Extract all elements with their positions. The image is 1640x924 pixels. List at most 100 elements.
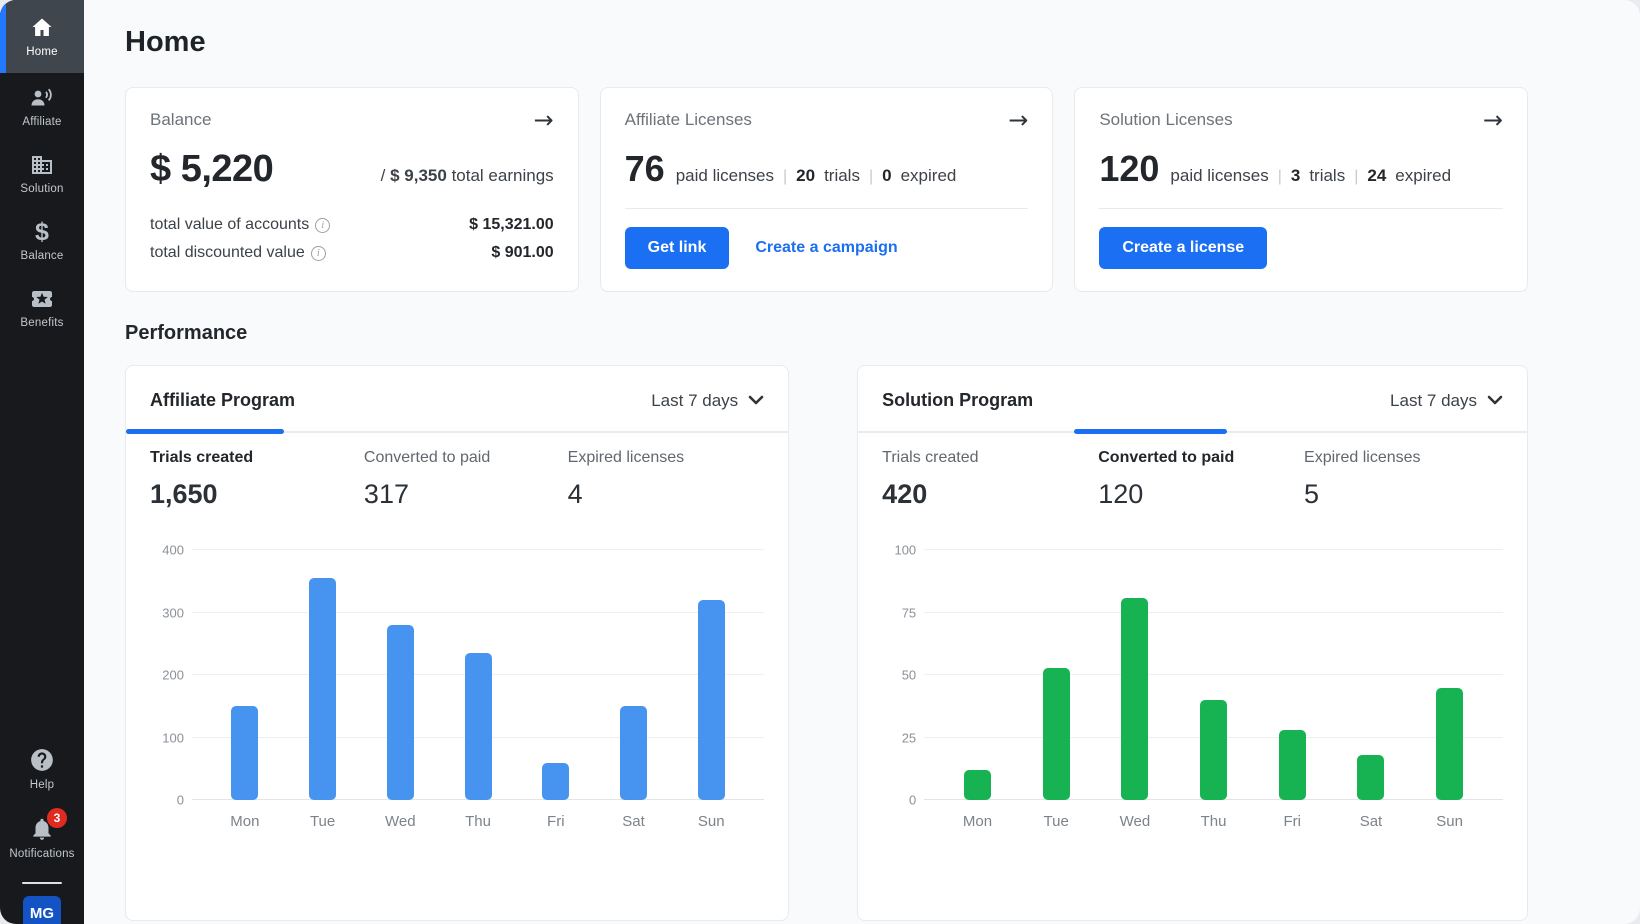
x-axis-label: Mon (962, 813, 993, 830)
solution-licenses-title: Solution Licenses (1099, 110, 1233, 129)
sidebar-item-home[interactable]: Home (0, 0, 84, 73)
arrow-right-icon[interactable]: → (533, 106, 554, 134)
bar-sat[interactable] (620, 706, 648, 800)
avatar[interactable]: MG (23, 896, 61, 924)
paid-licenses-count: 120 (1099, 148, 1160, 189)
dollar-icon: $ (35, 218, 49, 246)
sidebar-item-label: Notifications (9, 848, 75, 860)
paid-licenses-count: 76 (624, 148, 665, 189)
x-axis-label: Sun (1436, 813, 1463, 830)
sidebar-bottom-group: Help 3 Notifications MG (0, 734, 84, 924)
tab-expired-licenses[interactable]: Expired licenses 4 (567, 449, 685, 509)
balance-detail-row: total discounted value i $ 901.00 (150, 239, 554, 267)
sidebar-item-label: Affiliate (22, 116, 62, 128)
home-icon (29, 16, 55, 40)
y-axis-tick-label: 0 (908, 792, 917, 808)
bar-sun[interactable] (697, 600, 725, 800)
x-axis-label: Fri (1283, 813, 1302, 830)
arrow-right-icon[interactable]: → (1482, 106, 1503, 134)
trials-count: 3 (1290, 166, 1301, 185)
tab-converted-to-paid[interactable]: Converted to paid 317 (363, 449, 491, 509)
tab-trials-created[interactable]: Trials created 1,650 (126, 429, 340, 510)
bar-mon[interactable] (964, 770, 992, 800)
affiliate-license-stats: 76 paid licenses | 20 trials | 0 expired (624, 148, 957, 189)
gridline (192, 549, 765, 550)
bar-mon[interactable] (231, 706, 259, 800)
affiliate-licenses-title: Affiliate Licenses (624, 110, 752, 129)
expired-count: 0 (882, 166, 892, 185)
sidebar-item-label: Benefits (20, 317, 64, 329)
summary-cards-row: Balance → $ 5,220 / $ 9,350 total earnin… (125, 87, 1528, 292)
create-license-button[interactable]: Create a license (1099, 227, 1268, 269)
bar-tue[interactable] (309, 578, 337, 800)
sidebar-item-benefits[interactable]: Benefits (0, 274, 84, 341)
bar-wed[interactable] (386, 625, 414, 800)
gridline (924, 549, 1503, 550)
info-icon[interactable]: i (310, 246, 326, 261)
sidebar-item-solution[interactable]: Solution (0, 140, 84, 207)
detail-label: total discounted value i (150, 244, 326, 262)
main-content: Home Balance → $ 5,220 / $ 9,350 total e… (84, 0, 1640, 924)
performance-section-title: Performance (125, 322, 248, 344)
tab-expired-licenses[interactable]: Expired licenses 5 (1304, 449, 1421, 509)
bar-sun[interactable] (1436, 687, 1464, 800)
x-axis-label: Mon (230, 813, 260, 830)
tab-converted-to-paid[interactable]: Converted to paid 120 (1074, 429, 1280, 510)
bar-wed[interactable] (1121, 597, 1149, 800)
affiliate-program-card: Affiliate Program Last 7 days Trials cre… (125, 365, 790, 921)
sidebar-item-label: Help (29, 779, 55, 791)
balance-card: Balance → $ 5,220 / $ 9,350 total earnin… (125, 87, 579, 292)
y-axis-tick-label: 400 (162, 542, 184, 558)
date-range-dropdown[interactable]: Last 7 days (651, 391, 764, 411)
chevron-down-icon (748, 392, 764, 410)
sidebar-item-help[interactable]: Help (0, 734, 84, 803)
y-axis-tick-label: 200 (162, 667, 184, 683)
bar-thu[interactable] (1200, 700, 1228, 800)
x-axis-label: Tue (1043, 813, 1069, 830)
gridline (192, 611, 765, 613)
gridline (924, 611, 1503, 613)
date-range-dropdown[interactable]: Last 7 days (1390, 391, 1503, 411)
info-icon[interactable]: i (315, 218, 331, 233)
bell-icon: 3 (29, 808, 67, 842)
x-axis-label: Tue (309, 813, 336, 830)
solution-program-title: Solution Program (882, 390, 1034, 410)
x-axis-label: Wed (1119, 813, 1151, 830)
sidebar-top-group: Home Affiliate Solution $ Balance (0, 0, 84, 341)
sidebar-divider (22, 882, 62, 884)
y-axis-tick-label: 75 (901, 605, 917, 620)
x-axis-label: Sun (697, 813, 725, 830)
performance-charts-row: Affiliate Program Last 7 days Trials cre… (125, 365, 1528, 921)
sidebar-item-balance[interactable]: $ Balance (0, 207, 84, 274)
bar-tue[interactable] (1042, 667, 1070, 800)
sidebar-item-affiliate[interactable]: Affiliate (0, 73, 84, 140)
sidebar-item-notifications[interactable]: 3 Notifications (0, 803, 84, 872)
x-axis-label: Thu (1200, 813, 1227, 830)
sidebar-item-label: Balance (20, 250, 64, 262)
get-link-button[interactable]: Get link (624, 227, 730, 269)
y-axis-tick-label: 0 (176, 792, 184, 808)
solution-licenses-card: Solution Licenses → 120 paid licenses | … (1074, 87, 1528, 292)
bar-fri[interactable] (542, 762, 570, 800)
arrow-right-icon[interactable]: → (1008, 106, 1029, 134)
page-title: Home (125, 26, 206, 58)
notifications-badge: 3 (47, 808, 67, 828)
detail-value: $ 901.00 (491, 244, 554, 261)
bar-sat[interactable] (1357, 755, 1385, 800)
bar-fri[interactable] (1278, 730, 1306, 800)
sidebar-item-label: Solution (20, 183, 64, 195)
y-axis-tick-label: 300 (162, 605, 184, 620)
sidebar: Home Affiliate Solution $ Balance (0, 0, 84, 924)
solution-license-stats: 120 paid licenses | 3 trials | 24 expire… (1099, 148, 1452, 189)
solution-program-tabs: Trials created 420 Converted to paid 120… (858, 429, 1527, 510)
bar-thu[interactable] (464, 653, 492, 800)
tab-trials-created[interactable]: Trials created 420 (882, 449, 979, 509)
balance-card-title: Balance (150, 110, 212, 129)
y-axis-tick-label: 50 (901, 667, 917, 683)
detail-label: total value of accounts i (150, 216, 331, 234)
y-axis-tick-label: 100 (162, 730, 184, 745)
y-axis-tick-label: 25 (901, 730, 917, 745)
help-icon (29, 747, 55, 773)
create-campaign-link[interactable]: Create a campaign (755, 239, 898, 256)
